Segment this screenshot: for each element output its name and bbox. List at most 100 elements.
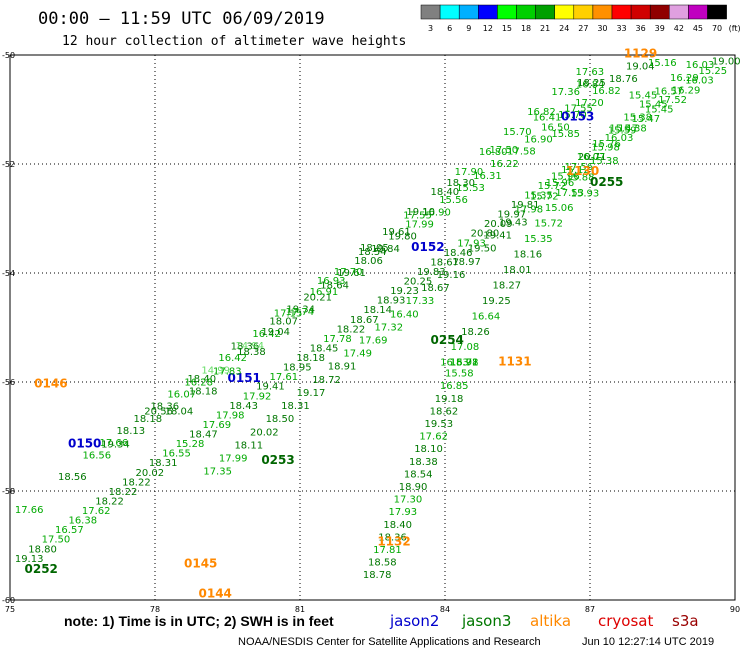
wave-height-value: 16.91 bbox=[310, 287, 339, 298]
wave-height-value: 17.08 bbox=[451, 342, 480, 353]
wave-height-value: 18.40 bbox=[431, 187, 460, 198]
wave-height-value: 17.20 bbox=[575, 98, 604, 109]
wave-height-value: 18.22 bbox=[122, 477, 151, 488]
wave-height-value: 17.92 bbox=[243, 391, 272, 402]
wave-height-value: 19.10 bbox=[406, 207, 435, 218]
wave-height-value: 18.07 bbox=[269, 317, 298, 328]
wave-height-value: 15.72 bbox=[538, 181, 567, 192]
wave-height-value: 16.29 bbox=[672, 85, 701, 96]
colorbar-cell bbox=[535, 4, 555, 20]
wave-height-value: 15.06 bbox=[545, 203, 574, 214]
wave-height-value: 19.25 bbox=[482, 296, 511, 307]
wave-height-value: 17.62 bbox=[82, 506, 111, 517]
wave-height-value: 15.45 bbox=[639, 99, 668, 110]
wave-height-value: 15.59 bbox=[608, 126, 637, 137]
wave-height-value: 20.80 bbox=[471, 229, 500, 240]
x-tick-label: 90 bbox=[730, 605, 740, 614]
track-time-label: 1130 bbox=[566, 164, 599, 178]
plot-grid bbox=[10, 55, 735, 600]
track-time-label: 1132 bbox=[377, 535, 410, 549]
colorbar-cell bbox=[516, 4, 536, 20]
colorbar-label: 36 bbox=[636, 24, 646, 33]
wave-height-value: 16.28 bbox=[184, 377, 213, 388]
wave-height-value: 17.36 bbox=[551, 87, 580, 98]
wave-height-value: 18.67 bbox=[430, 257, 459, 268]
wave-height-value: 19.13 bbox=[15, 554, 44, 565]
wave-height-value: 19.43 bbox=[499, 217, 528, 228]
wave-height-value: 15.88 bbox=[566, 172, 595, 183]
legend-cryosat: cryosat bbox=[598, 612, 653, 630]
wave-height-value: 18.50 bbox=[266, 414, 295, 425]
wave-height-value: 16.57 bbox=[654, 86, 683, 97]
wave-height-value: 17.15 bbox=[274, 309, 303, 320]
wave-height-value: 18.14 bbox=[363, 305, 392, 316]
colorbar-label: 70 bbox=[712, 24, 722, 33]
colorbar-label: 33 bbox=[616, 24, 626, 33]
wave-height-value: 15.53 bbox=[456, 183, 485, 194]
wave-height-value: 19.81 bbox=[511, 200, 540, 211]
wave-height-value: 16.40 bbox=[390, 309, 419, 320]
wave-height-value: 16.50 bbox=[541, 122, 570, 133]
colorbar-label: 18 bbox=[521, 24, 531, 33]
axis-ticks: 75 78 81 84 87 90 -50 -52 -54 -56 -58 -60 bbox=[2, 51, 740, 614]
color-scale-bar: 3 6 9 12 15 18 21 24 27 30 33 36 39 42 45 70 (ft) bbox=[420, 4, 740, 33]
wave-height-value: 20.25 bbox=[404, 277, 433, 288]
wave-height-value: 18.18 bbox=[133, 414, 162, 425]
colorbar-label: 45 bbox=[693, 24, 703, 33]
wave-height-value: 18.78 bbox=[363, 570, 392, 581]
wave-height-value: 19.80 bbox=[388, 232, 417, 243]
wave-height-value: 16.82 bbox=[527, 107, 556, 118]
wave-height-value: 18.62 bbox=[430, 406, 459, 417]
wave-height-value: 18.47 bbox=[189, 430, 218, 441]
wave-height-value: 17.50 bbox=[42, 535, 71, 546]
y-tick-label: -54 bbox=[2, 269, 15, 278]
wave-height-value: 17.69 bbox=[203, 420, 232, 431]
wave-height-value: 15.38 bbox=[618, 124, 647, 135]
wave-height-value: 16.90 bbox=[524, 135, 553, 146]
wave-height-value: 17.98 bbox=[514, 204, 543, 215]
x-tick-label: 81 bbox=[295, 605, 305, 614]
colorbar-cell bbox=[554, 4, 575, 20]
wave-height-value: 17.69 bbox=[359, 336, 388, 347]
wave-height-value: 17.49 bbox=[343, 349, 372, 360]
footer-note: note: 1) Time is in UTC; 2) SWH is in fe… bbox=[64, 613, 334, 629]
wave-height-value: 16.83 bbox=[440, 358, 469, 369]
wave-height-value: 18.45 bbox=[310, 343, 339, 354]
colorbar-label: 12 bbox=[483, 24, 493, 33]
wave-height-value: 16.71 bbox=[450, 358, 479, 369]
wave-height-value: 18.58 bbox=[368, 558, 397, 569]
wave-height-value: 16.03 bbox=[605, 133, 634, 144]
wave-height-value: 18.43 bbox=[229, 401, 258, 412]
wave-height-value: 19.41 bbox=[483, 231, 512, 242]
wave-height-value: 17.56 bbox=[564, 162, 593, 173]
wave-height-value: 17.83 bbox=[213, 367, 242, 378]
wave-height-value: 16.29 bbox=[670, 73, 699, 84]
y-tick-label: -52 bbox=[2, 160, 15, 169]
wave-height-value: 15.92 bbox=[450, 358, 479, 369]
legend-jason3: jason3 bbox=[461, 612, 511, 630]
wave-height-value: 16.42 bbox=[252, 329, 281, 340]
wave-height-value: 15.70 bbox=[503, 127, 532, 138]
wave-height-value: 17.55 bbox=[564, 103, 593, 114]
wave-height-value: 14.99 bbox=[201, 365, 230, 376]
wave-height-value: 15.70 bbox=[558, 110, 587, 121]
wave-height-value: 20.09 bbox=[484, 219, 513, 230]
wave-height-value: 18.80 bbox=[28, 544, 57, 555]
wave-height-value: 16.84 bbox=[576, 80, 605, 91]
wave-height-value: 15.47 bbox=[631, 114, 660, 125]
wave-height-value: 17.99 bbox=[219, 454, 248, 465]
colorbar-cell bbox=[420, 4, 441, 20]
colorbar-label: 15 bbox=[502, 24, 512, 33]
x-tick-label: 75 bbox=[5, 605, 15, 614]
wave-height-value: 20.02 bbox=[250, 427, 279, 438]
colorbar-cell bbox=[592, 4, 613, 20]
wave-height-value: 16.85 bbox=[440, 381, 469, 392]
wave-height-value: 17.35 bbox=[203, 467, 232, 478]
wave-height-value: 15.38 bbox=[623, 113, 652, 124]
footer-timestamp: Jun 10 12:27:14 UTC 2019 bbox=[582, 636, 714, 648]
colorbar-cell bbox=[707, 4, 727, 20]
wave-height-value: 17.33 bbox=[406, 296, 435, 307]
wave-height-value: 18.36 bbox=[231, 341, 260, 352]
wave-height-value: 17.55 bbox=[403, 211, 432, 222]
wave-height-value: 16.42 bbox=[218, 353, 247, 364]
